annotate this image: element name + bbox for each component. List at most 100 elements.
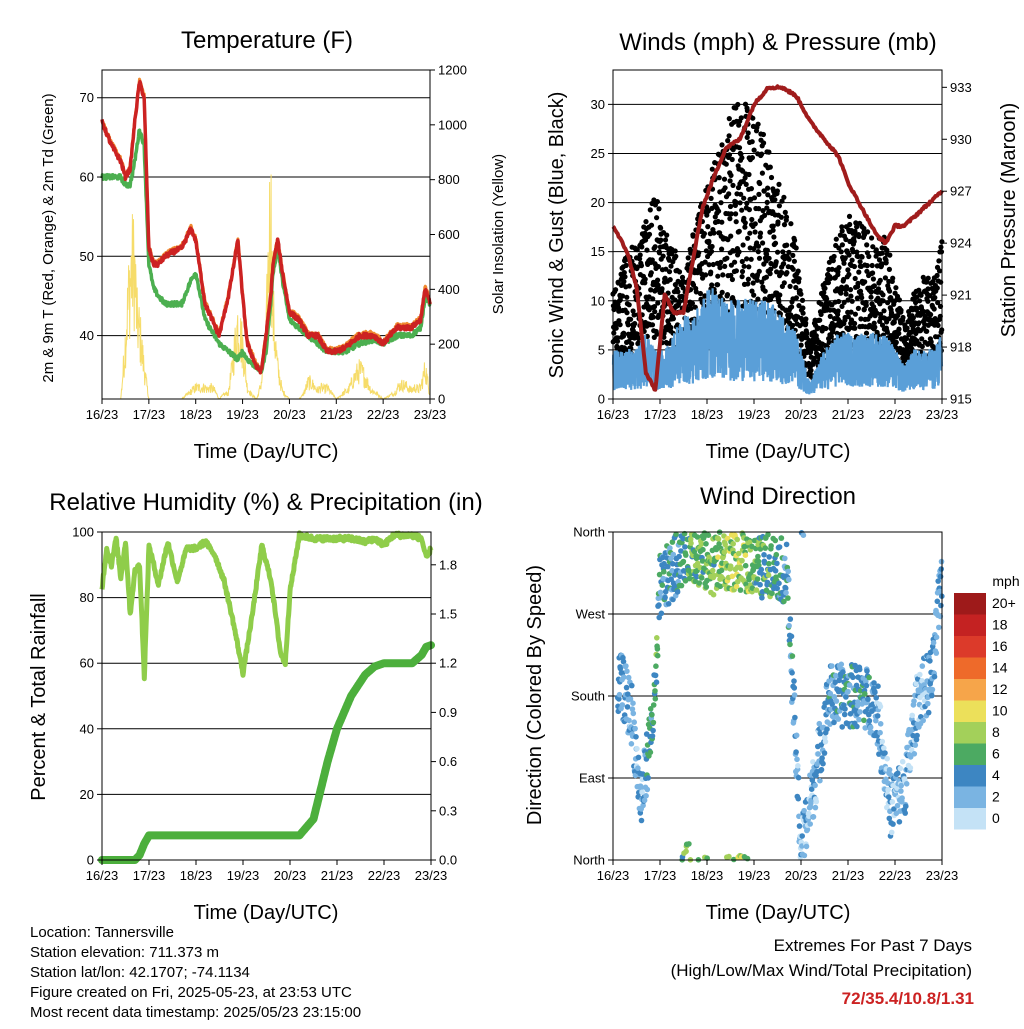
direction-point — [799, 833, 805, 839]
direction-point — [669, 561, 676, 567]
gust-point — [788, 221, 794, 227]
gust-point — [804, 330, 810, 336]
gust-point — [822, 285, 828, 291]
gust-point — [768, 174, 775, 181]
gust-point — [790, 252, 796, 258]
direction-point — [645, 775, 651, 781]
gust-point — [870, 244, 876, 250]
gust-point — [690, 233, 696, 239]
legend-swatch — [954, 657, 986, 679]
direction-point — [789, 670, 795, 676]
gust-point — [781, 222, 788, 228]
direction-point — [817, 730, 823, 737]
gust-point — [740, 242, 746, 248]
direction-point — [678, 582, 685, 589]
direction-point — [643, 793, 649, 799]
humidity-series — [98, 530, 435, 864]
gust-point — [744, 134, 750, 140]
y-tick-label: 80 — [80, 590, 94, 605]
direction-point — [839, 724, 845, 730]
extremes-description: (High/Low/Max Wind/Total Precipitation) — [671, 961, 972, 980]
y-tick-label: 1000 — [438, 117, 467, 132]
gust-point — [751, 292, 757, 298]
gust-point — [790, 266, 796, 272]
direction-point — [670, 551, 677, 558]
direction-point — [726, 853, 732, 860]
gust-point — [739, 155, 745, 161]
gust-point — [935, 300, 941, 306]
direction-point — [656, 614, 662, 621]
direction-point — [654, 652, 661, 659]
direction-point — [862, 691, 868, 697]
direction-point — [873, 717, 879, 724]
gust-point — [648, 270, 654, 276]
humidity-plot-frame — [101, 531, 432, 861]
gust-point — [646, 231, 653, 237]
direction-point — [680, 558, 687, 565]
gust-point — [736, 122, 742, 128]
direction-point — [867, 724, 874, 731]
direction-point — [625, 674, 632, 681]
direction-point — [815, 751, 821, 757]
direction-point — [854, 723, 860, 730]
legend-label: 16 — [992, 638, 1008, 654]
direction-point — [842, 706, 848, 712]
direction-point — [630, 700, 636, 706]
humidity-line — [99, 530, 434, 682]
gust-point — [859, 295, 865, 301]
direction-point — [884, 755, 890, 762]
gust-point — [825, 280, 832, 286]
gust-point — [863, 302, 869, 308]
direction-point — [669, 539, 676, 545]
direction-point — [787, 616, 794, 622]
gust-point — [791, 258, 798, 264]
direction-point — [938, 566, 944, 572]
gust-point — [777, 292, 783, 298]
direction-point — [783, 589, 789, 596]
direction-point — [638, 817, 645, 824]
gust-point — [818, 311, 824, 317]
direction-point — [897, 765, 904, 772]
direction-point — [619, 702, 626, 708]
gust-point — [880, 298, 886, 304]
gust-point — [818, 301, 824, 307]
direction-point — [653, 663, 659, 669]
direction-point — [837, 687, 843, 694]
temp-2m-line — [100, 79, 432, 375]
gust-point — [879, 322, 886, 328]
direction-point — [885, 786, 891, 793]
direction-point — [620, 658, 627, 665]
gust-point — [639, 244, 645, 250]
gust-point — [913, 299, 919, 306]
direction-point — [729, 573, 736, 580]
gust-point — [655, 282, 661, 288]
gust-point — [749, 139, 755, 145]
gust-point — [743, 181, 749, 187]
direction-panel: Wind Direction 16/23 17/23 18/23 19/23 20/23… — [524, 483, 1020, 924]
humidity-x-axis-label: Time (Day/UTC) — [194, 902, 339, 924]
direction-point — [873, 695, 879, 701]
direction-point — [863, 682, 870, 689]
direction-point — [694, 573, 700, 580]
gust-point — [851, 263, 858, 270]
gust-point — [650, 314, 656, 320]
direction-point — [669, 567, 675, 574]
gust-point — [839, 228, 845, 234]
gust-point — [918, 292, 924, 298]
direction-point — [913, 736, 920, 743]
gust-point — [718, 200, 724, 206]
gust-point — [724, 255, 730, 261]
gust-point — [826, 259, 833, 265]
direction-point — [640, 771, 646, 777]
direction-point — [890, 821, 896, 827]
direction-point — [652, 688, 658, 694]
x-tick-label: 23/23 — [414, 407, 447, 422]
direction-point — [623, 684, 630, 691]
gust-point — [838, 249, 844, 255]
gust-point — [634, 247, 640, 253]
legend-swatch — [954, 636, 986, 658]
gust-point — [719, 289, 725, 295]
x-tick-label: 19/23 — [738, 868, 771, 883]
gust-point — [623, 262, 629, 268]
gust-point — [756, 255, 763, 261]
